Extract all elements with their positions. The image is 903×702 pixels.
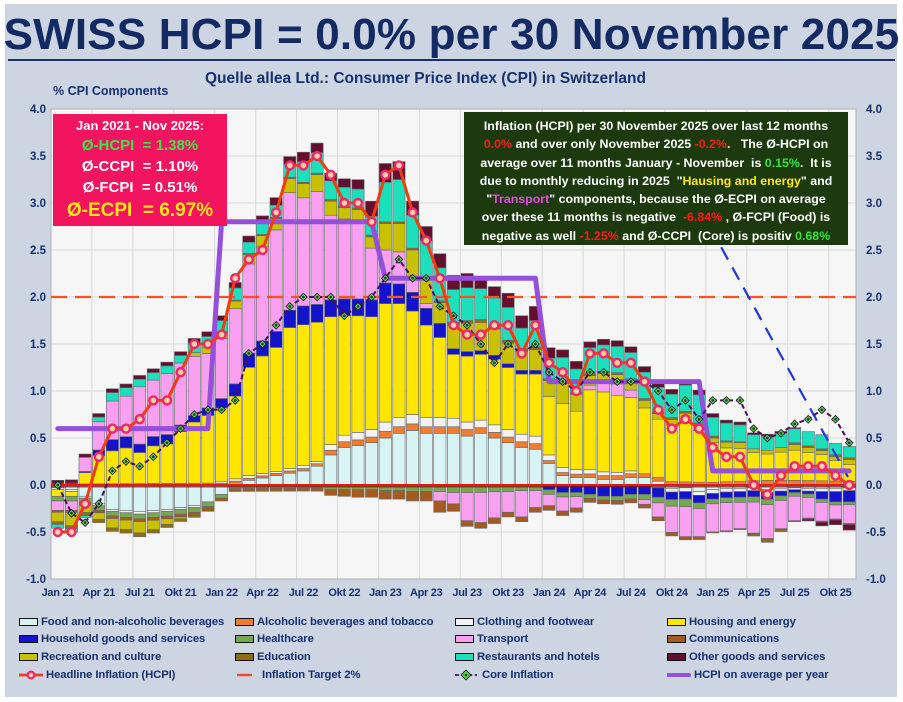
svg-text:0.5: 0.5 [866, 433, 883, 445]
svg-text:1.0: 1.0 [30, 386, 46, 398]
svg-text:0.0: 0.0 [866, 480, 882, 492]
svg-text:Jul 25: Jul 25 [780, 587, 810, 599]
svg-text:Apr 24: Apr 24 [574, 587, 608, 599]
svg-text:Okt 25: Okt 25 [820, 587, 852, 599]
svg-text:Jul 22: Jul 22 [289, 587, 319, 599]
svg-text:1.0: 1.0 [866, 386, 882, 398]
svg-text:Jan 22: Jan 22 [205, 587, 238, 599]
svg-text:Jan 23: Jan 23 [369, 587, 402, 599]
svg-text:Apr 25: Apr 25 [737, 587, 770, 599]
svg-text:Okt 24: Okt 24 [656, 587, 689, 599]
svg-text:0.5: 0.5 [30, 433, 47, 445]
svg-text:-1.0: -1.0 [26, 574, 46, 586]
svg-text:-0.5: -0.5 [866, 527, 886, 539]
svg-text:-1.0: -1.0 [866, 574, 886, 586]
svg-text:2.0: 2.0 [30, 292, 46, 304]
svg-text:Apr 23: Apr 23 [410, 587, 443, 599]
svg-text:3.0: 3.0 [30, 198, 46, 210]
svg-text:3.0: 3.0 [866, 198, 882, 210]
svg-text:3.5: 3.5 [30, 151, 47, 163]
svg-text:3.5: 3.5 [866, 151, 883, 163]
svg-text:2.5: 2.5 [30, 245, 47, 257]
svg-text:-0.5: -0.5 [26, 527, 46, 539]
svg-text:Jan 25: Jan 25 [696, 587, 729, 599]
svg-text:Jan 21: Jan 21 [42, 587, 75, 599]
svg-text:Okt 21: Okt 21 [165, 587, 197, 599]
svg-text:Okt 22: Okt 22 [328, 587, 360, 599]
svg-text:2.0: 2.0 [866, 292, 882, 304]
svg-text:4.0: 4.0 [30, 104, 46, 116]
svg-text:Jul 24: Jul 24 [616, 587, 647, 599]
svg-text:1.5: 1.5 [866, 339, 883, 351]
svg-text:Jul 23: Jul 23 [452, 587, 482, 599]
svg-text:0.0: 0.0 [30, 480, 46, 492]
svg-text:Apr 21: Apr 21 [83, 587, 116, 599]
svg-text:4.0: 4.0 [866, 104, 882, 116]
svg-text:Jul 21: Jul 21 [125, 587, 155, 599]
svg-text:2.5: 2.5 [866, 245, 883, 257]
svg-text:Jan 24: Jan 24 [533, 587, 567, 599]
svg-text:Apr 22: Apr 22 [246, 587, 279, 599]
svg-text:Okt 23: Okt 23 [492, 587, 524, 599]
svg-text:1.5: 1.5 [30, 339, 47, 351]
